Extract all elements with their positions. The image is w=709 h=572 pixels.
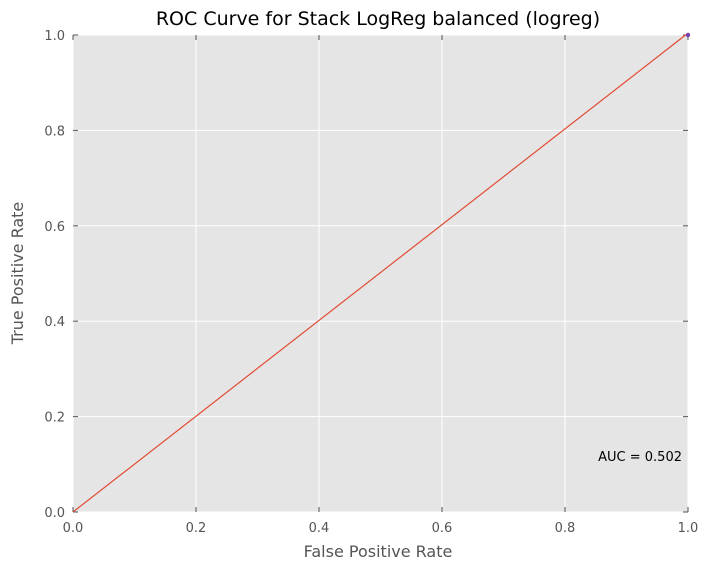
- x-tick-label: 1.0: [678, 521, 699, 536]
- series-layer: [72, 32, 691, 513]
- x-tick-label: 0.0: [63, 521, 84, 536]
- grid-lines: [72, 34, 689, 513]
- x-tick-label: 0.2: [186, 521, 207, 536]
- x-tick-label: 0.4: [309, 521, 330, 536]
- y-tick-label: 1.0: [44, 29, 65, 44]
- y-tick-label: 0.8: [44, 124, 65, 139]
- y-axis-label: True Positive Rate: [8, 202, 27, 346]
- axis-ticks: 0.0 0.2 0.4 0.6 0.8 1.0 0.0 0.2 0.4 0.6 0.8 1.0: [44, 29, 698, 536]
- y-tick-label: 0.2: [44, 411, 65, 426]
- y-tick-label: 0.0: [44, 506, 65, 521]
- y-tick-label: 0.4: [44, 315, 65, 330]
- auc-annotation: AUC = 0.502: [598, 450, 682, 465]
- x-tick-label: 0.6: [432, 521, 453, 536]
- y-tick-label: 0.6: [44, 220, 65, 235]
- curve-end-marker: [685, 32, 691, 38]
- x-tick-label: 0.8: [555, 521, 576, 536]
- x-axis-label: False Positive Rate: [304, 542, 453, 561]
- chart-title: ROC Curve for Stack LogReg balanced (log…: [156, 8, 600, 30]
